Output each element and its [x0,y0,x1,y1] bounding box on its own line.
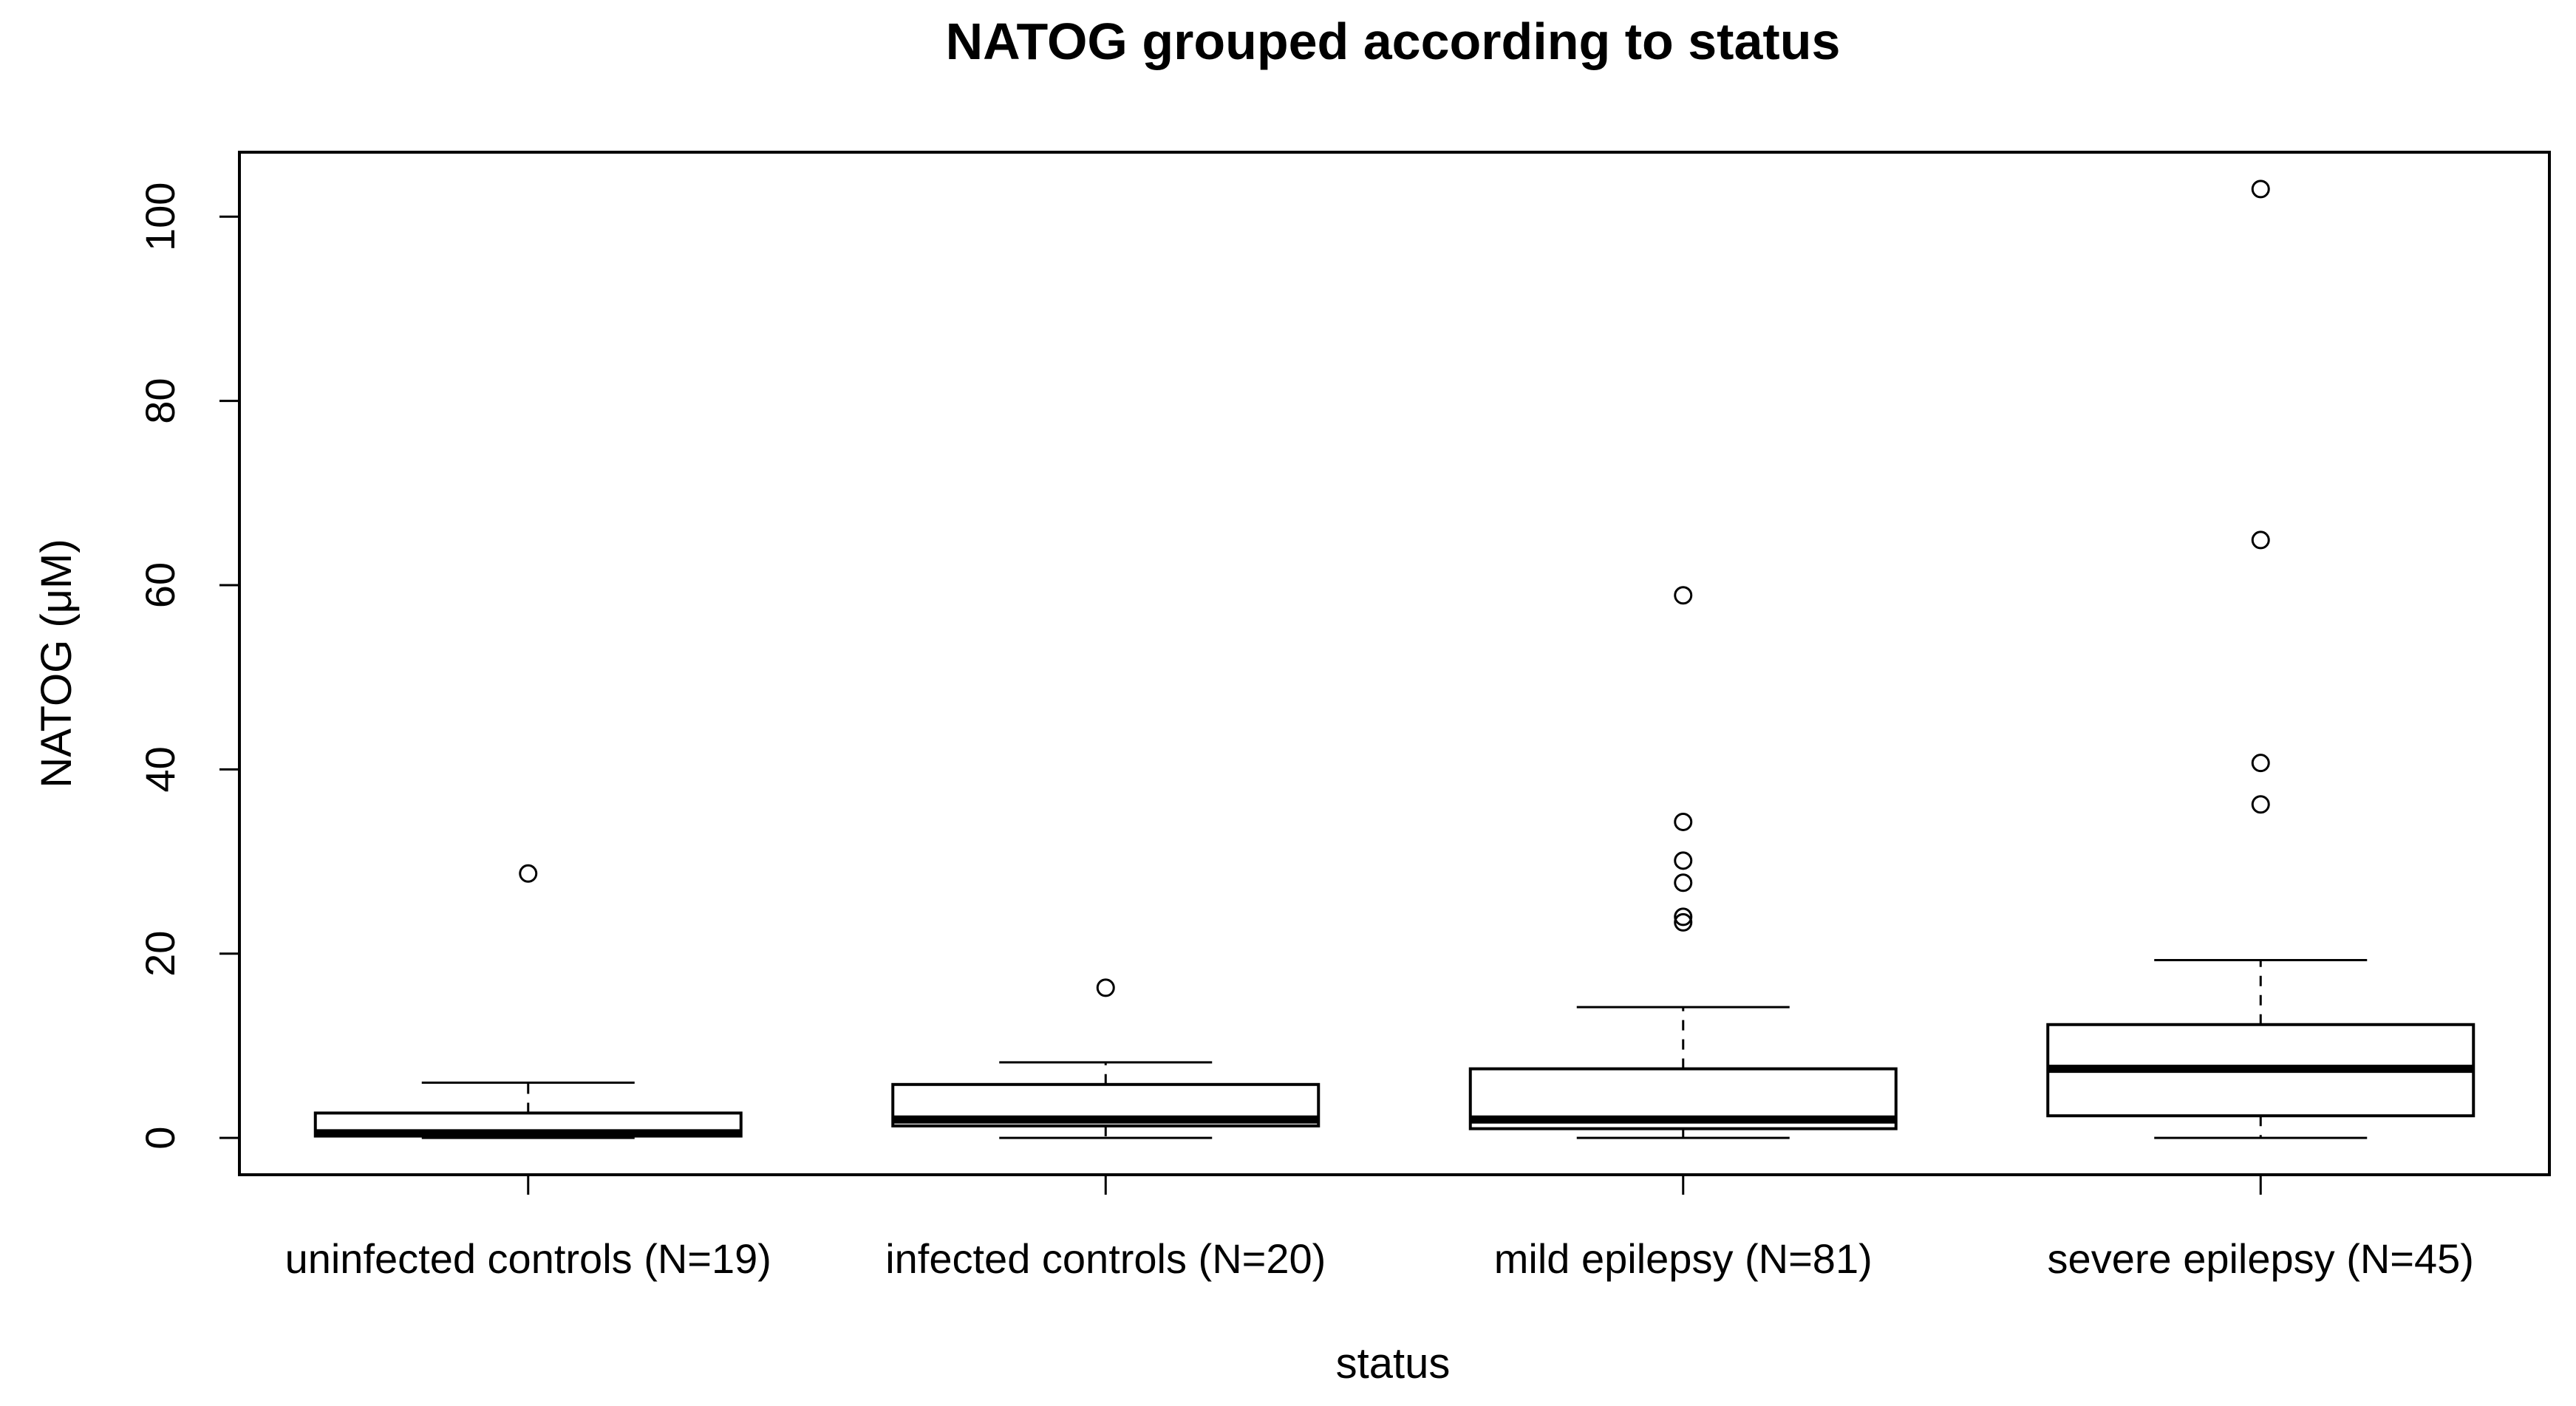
y-tick-label: 20 [137,931,183,977]
outlier-point [1674,812,1693,831]
x-tick-label: infected controls (N=20) [885,1235,1326,1282]
boxes [313,180,2476,1139]
x-tick-label: mild epilepsy (N=81) [1494,1235,1873,1282]
y-tick-label: 80 [137,378,183,424]
outlier-point [2251,530,2270,550]
y-axis: 0 20 40 60 80 100 [137,182,241,1150]
outlier-point [1674,912,1693,932]
x-axis: uninfected controls (N=19) infected contr… [285,1175,2474,1282]
outlier-point [1674,851,1693,870]
chart-title: NATOG grouped according to status [946,13,1841,70]
box-group [1468,586,1898,1139]
outlier-point [1674,873,1693,893]
box-group [891,978,1321,1139]
y-tick-label: 100 [137,182,183,251]
y-axis-label: NATOG (μM) [33,539,81,788]
box-group [313,864,743,1139]
outlier-point [519,864,538,883]
y-tick-label: 60 [137,562,183,608]
outlier-point [2251,180,2270,199]
x-axis-label: status [1336,1340,1451,1388]
outlier-point [1674,907,1693,926]
y-tick-label: 40 [137,746,183,792]
x-tick-label: uninfected controls (N=19) [285,1235,771,1282]
box-group [2046,180,2476,1139]
outlier-point [2251,754,2270,773]
x-tick-label: severe epilepsy (N=45) [2048,1235,2474,1282]
plot-frame [238,151,2551,1176]
outlier-point [1096,978,1115,997]
outlier-point [1674,586,1693,605]
y-tick-label: 0 [137,1127,183,1150]
outlier-point [2251,795,2270,814]
